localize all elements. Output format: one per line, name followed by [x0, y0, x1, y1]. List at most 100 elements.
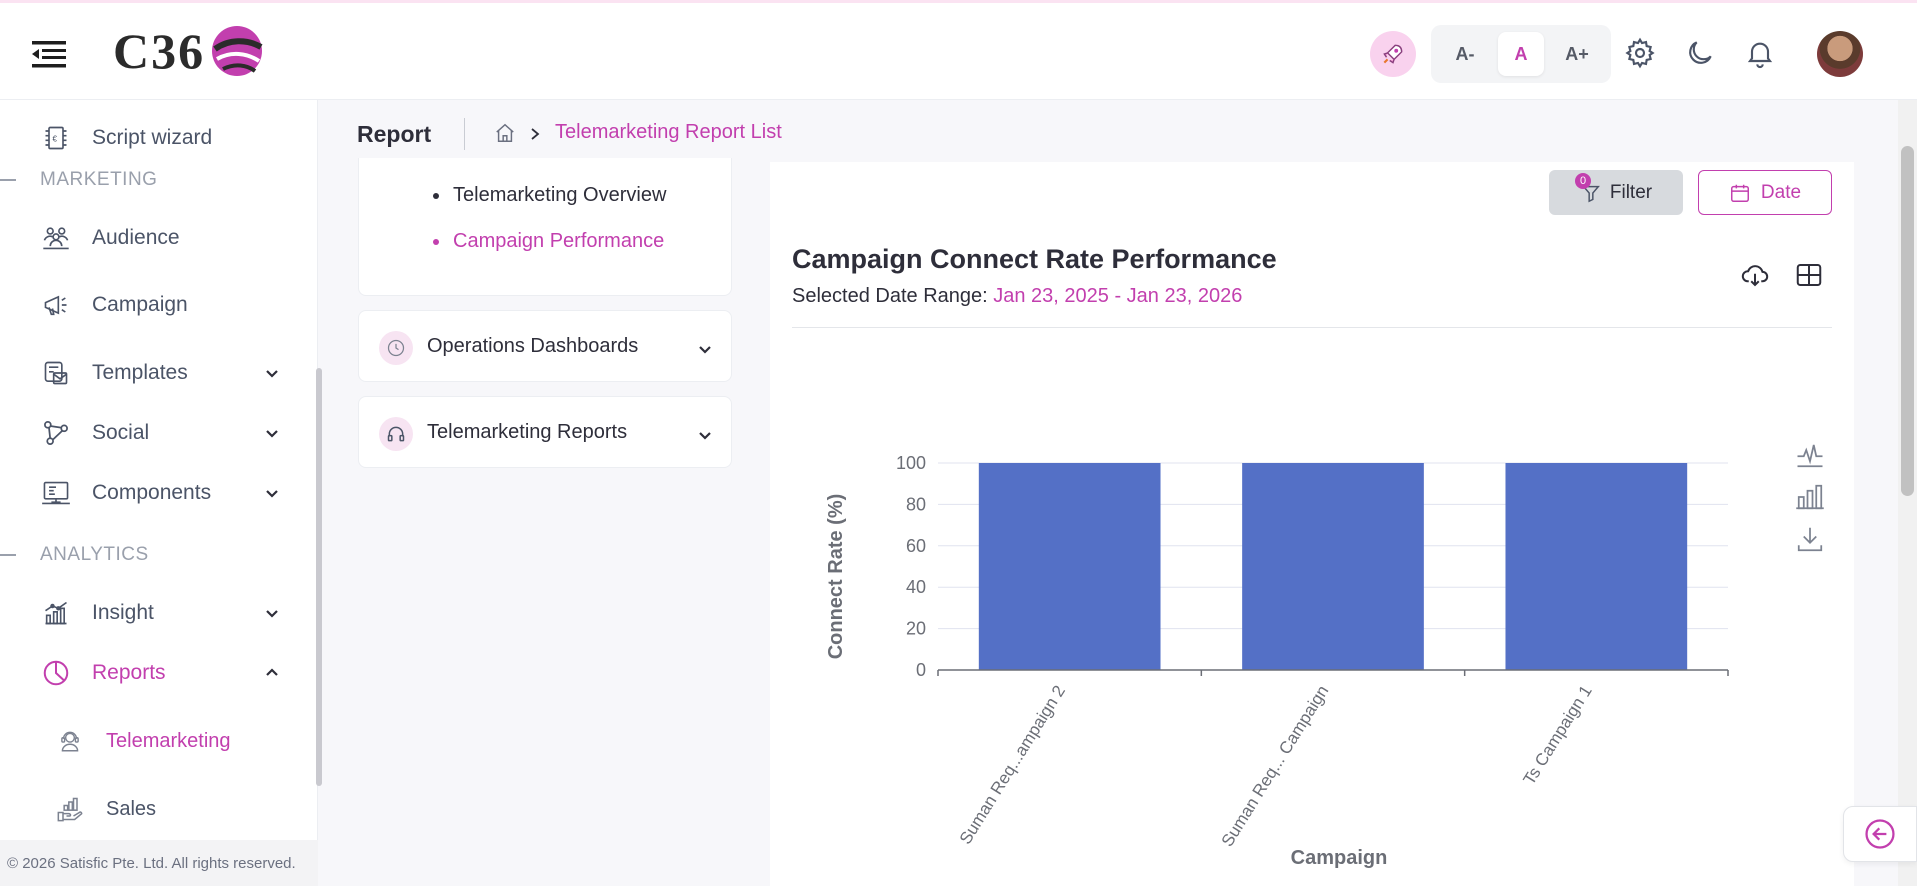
- sidebar: € Script wizard MARKETING Audience Campa…: [0, 100, 318, 886]
- bell-icon[interactable]: [1742, 35, 1778, 71]
- x-axis-ticks: Suman Req...ampaign 2 Suman Req... Campai…: [937, 669, 1729, 850]
- accordion-label: Operations Dashboards: [427, 335, 639, 357]
- top-bar: C36 A- A A+: [0, 0, 1917, 100]
- section-marketing: MARKETING: [0, 165, 157, 195]
- headset-icon: [56, 727, 84, 755]
- x-tick-label: Ts Campaign 1: [1520, 682, 1596, 788]
- menu-toggle-icon[interactable]: [32, 39, 68, 69]
- sidebar-item-audience[interactable]: Audience: [40, 218, 290, 258]
- gear-icon[interactable]: [1622, 35, 1658, 71]
- headphones-icon: [379, 417, 413, 451]
- sidebar-item-reports[interactable]: Reports: [40, 653, 290, 693]
- chart-divider: [792, 327, 1832, 328]
- x-tick-label: Suman Req... Campaign: [1218, 682, 1333, 850]
- breadcrumb-divider: [464, 118, 465, 150]
- sidebar-sub-sales[interactable]: Sales: [56, 789, 156, 829]
- svg-text:€: €: [53, 135, 58, 144]
- sidebar-scrollbar[interactable]: [316, 368, 322, 786]
- x-tick-label: Suman Req...ampaign 2: [956, 682, 1069, 848]
- templates-icon: [40, 357, 72, 389]
- sidebar-item-insight[interactable]: Insight: [40, 593, 290, 633]
- y-tick-label: 40: [906, 577, 926, 597]
- accordion-operations-dashboards[interactable]: Operations Dashboards: [358, 310, 732, 382]
- font-normal-button[interactable]: A: [1498, 32, 1544, 76]
- sidebar-item-label: Campaign: [92, 293, 188, 316]
- sub-item-campaign-performance[interactable]: Campaign Performance: [433, 230, 664, 253]
- report-sub-list: Telemarketing Overview Campaign Performa…: [358, 158, 732, 296]
- filter-button[interactable]: 0 Filter: [1549, 170, 1683, 215]
- social-network-icon: [40, 417, 72, 449]
- y-tick-label: 0: [916, 660, 926, 680]
- copyright-text: © 2026 Satisfic Pte. Ltd. All rights res…: [0, 840, 318, 886]
- dashboard-clock-icon: [379, 331, 413, 365]
- sidebar-item-components[interactable]: Components: [40, 473, 290, 513]
- download-icon[interactable]: [1795, 524, 1825, 554]
- x-axis-label: Campaign: [1291, 847, 1388, 869]
- sidebar-item-label: Social: [92, 421, 150, 444]
- scrollbar-thumb[interactable]: [1901, 146, 1914, 496]
- collapse-panel-button[interactable]: [1843, 806, 1917, 862]
- chevron-up-icon: [266, 668, 278, 676]
- breadcrumb-chevron-icon: [528, 126, 542, 147]
- line-chart-icon[interactable]: [1795, 440, 1825, 470]
- filter-label: Filter: [1609, 181, 1653, 203]
- sidebar-sub-label: Telemarketing: [106, 729, 231, 752]
- audience-icon: [40, 222, 72, 254]
- sidebar-item-script-wizard[interactable]: € Script wizard: [40, 118, 290, 158]
- font-size-controls: A- A A+: [1431, 25, 1611, 83]
- insight-chart-icon: [40, 597, 72, 629]
- chevron-down-icon: [699, 432, 711, 440]
- brand-logo[interactable]: C36: [113, 21, 265, 81]
- font-increase-button[interactable]: A+: [1565, 43, 1589, 64]
- chart-bar[interactable]: [1505, 463, 1688, 670]
- date-button[interactable]: Date: [1698, 170, 1832, 215]
- components-icon: [40, 477, 72, 509]
- chevron-down-icon: [699, 346, 711, 354]
- section-label: ANALYTICS: [40, 544, 149, 565]
- y-tick-label: 80: [906, 494, 926, 514]
- chart-bar[interactable]: [978, 463, 1161, 670]
- y-axis-ticks: 0 20 40 60 80 100: [896, 453, 926, 680]
- table-view-icon[interactable]: [1792, 258, 1826, 292]
- page-scrollbar[interactable]: [1898, 100, 1917, 886]
- breadcrumb-link[interactable]: Telemarketing Report List: [555, 121, 782, 143]
- y-tick-label: 60: [906, 536, 926, 556]
- font-decrease-button[interactable]: A-: [1455, 43, 1475, 64]
- chevron-down-icon: [266, 430, 278, 438]
- chart-bars: [978, 463, 1688, 670]
- y-tick-label: 100: [896, 453, 926, 473]
- y-axis-label: Connect Rate (%): [825, 494, 847, 660]
- bar-chart-icon[interactable]: [1795, 482, 1825, 512]
- page-title: Report: [357, 121, 432, 147]
- sub-item-overview[interactable]: Telemarketing Overview: [433, 184, 666, 207]
- filter-count-badge: 0: [1575, 173, 1591, 189]
- chevron-down-icon: [266, 610, 278, 618]
- logo-globe-icon: [212, 26, 263, 76]
- sub-item-label: Campaign Performance: [453, 230, 665, 252]
- rocket-icon[interactable]: [1370, 31, 1416, 77]
- date-range-label: Selected Date Range:: [792, 285, 988, 307]
- cloud-download-icon[interactable]: [1738, 258, 1772, 292]
- home-icon[interactable]: [494, 122, 516, 149]
- section-analytics: ANALYTICS: [0, 540, 149, 570]
- sidebar-item-label: Reports: [92, 661, 166, 684]
- sidebar-sub-telemarketing[interactable]: Telemarketing: [56, 721, 231, 761]
- sub-item-label: Telemarketing Overview: [453, 184, 667, 206]
- sidebar-sub-label: Sales: [106, 797, 157, 820]
- sidebar-item-label: Insight: [92, 601, 154, 624]
- sidebar-item-label: Audience: [92, 226, 180, 249]
- sidebar-item-templates[interactable]: Templates: [40, 353, 290, 393]
- chart-bar[interactable]: [1242, 463, 1424, 670]
- filter-icon: [1581, 185, 1600, 202]
- accordion-telemarketing-reports[interactable]: Telemarketing Reports: [358, 396, 732, 468]
- moon-icon[interactable]: [1682, 35, 1718, 71]
- chevron-down-icon: [266, 370, 278, 378]
- megaphone-icon: [40, 289, 72, 321]
- accordion-label: Telemarketing Reports: [427, 421, 628, 443]
- sidebar-item-social[interactable]: Social: [40, 413, 290, 453]
- sidebar-item-campaign[interactable]: Campaign: [40, 285, 290, 325]
- sidebar-item-label: Script wizard: [92, 126, 213, 149]
- y-tick-label: 20: [906, 619, 926, 639]
- user-avatar[interactable]: [1817, 31, 1863, 77]
